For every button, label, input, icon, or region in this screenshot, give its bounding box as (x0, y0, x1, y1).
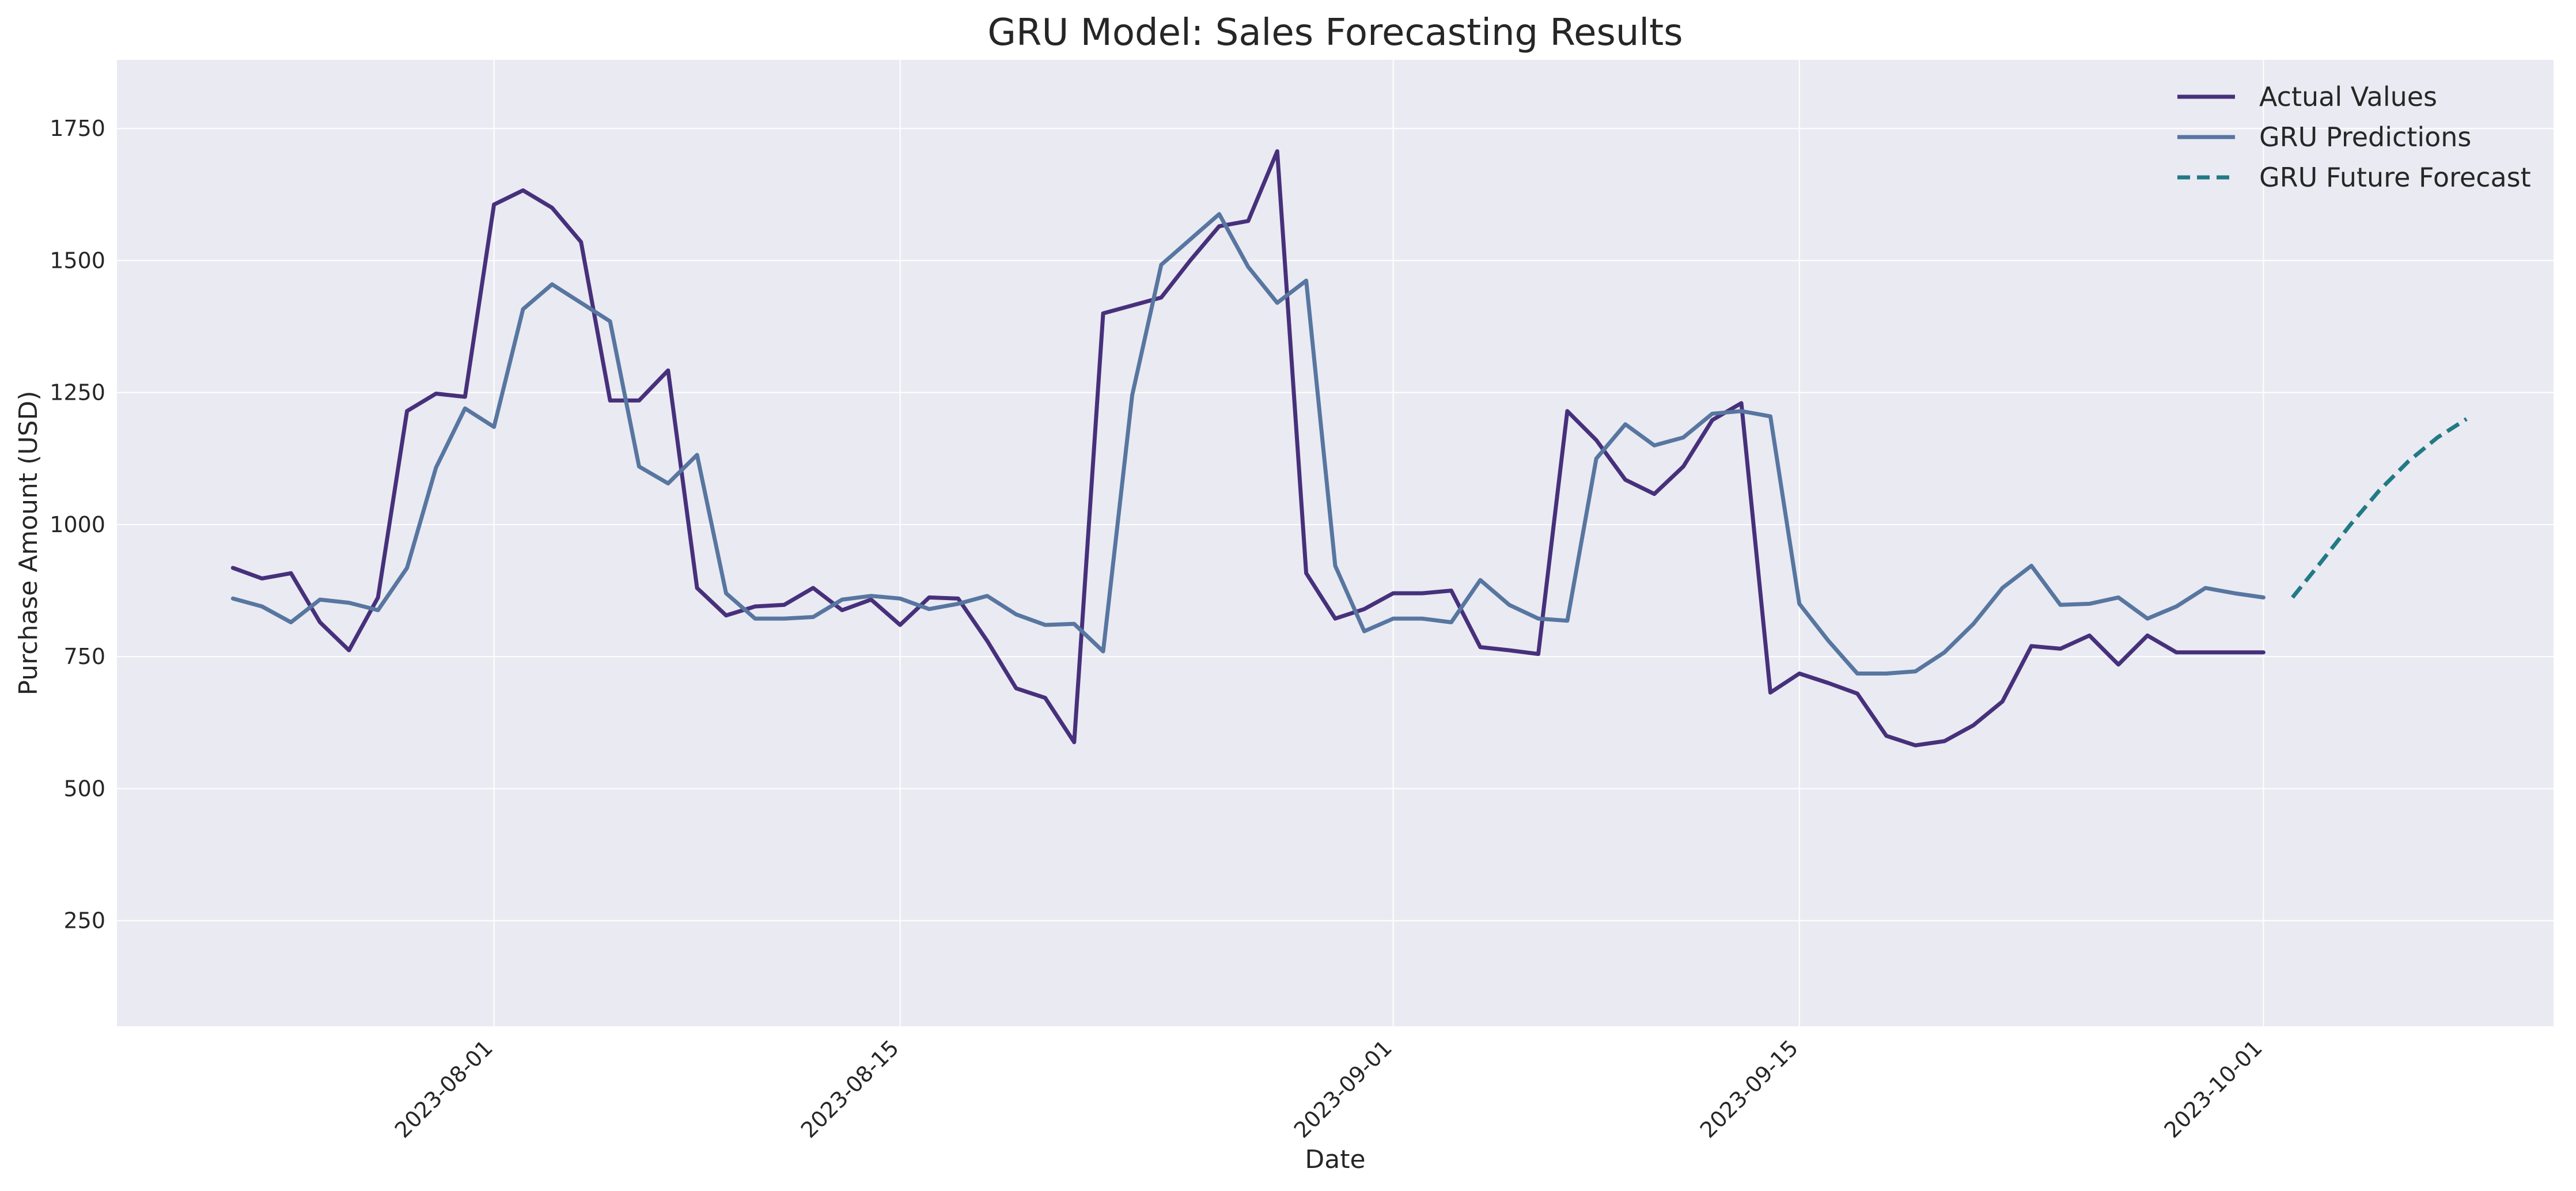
series-line-gru-predictions (230, 212, 2266, 676)
x-tick-label: 2023-08-15 (796, 1035, 904, 1143)
legend: Actual Values GRU Predictions GRU Future F… (2177, 81, 2531, 193)
y-axis-label: Purchase Amount (USD) (14, 390, 43, 695)
y-tick-label: 1500 (50, 248, 105, 273)
chart-title: GRU Model: Sales Forecasting Results (987, 12, 1683, 54)
legend-label: GRU Future Forecast (2259, 162, 2531, 193)
x-axis-label: Date (1305, 1145, 1365, 1174)
x-tick-label: 2023-08-01 (390, 1035, 498, 1143)
y-tick-label: 250 (63, 908, 105, 934)
y-tick-label: 1000 (50, 512, 105, 537)
plot-background (117, 60, 2554, 1026)
y-axis-ticks: 250 500 750 1000 1250 1500 1750 (50, 116, 105, 933)
y-tick-label: 1250 (50, 380, 105, 405)
series-layer (230, 149, 2468, 748)
legend-label: Actual Values (2259, 81, 2437, 112)
grid-lines (117, 60, 2554, 1026)
x-tick-label: 2023-09-15 (1695, 1035, 1803, 1143)
y-tick-label: 1750 (50, 116, 105, 141)
x-tick-label: 2023-10-01 (2160, 1035, 2267, 1143)
y-tick-label: 500 (63, 776, 105, 801)
series-line-gru-future-forecast (2291, 417, 2468, 599)
x-tick-label: 2023-09-01 (1289, 1035, 1397, 1143)
y-tick-label: 750 (63, 644, 105, 669)
x-axis-ticks: 2023-08-01 2023-08-15 2023-09-01 2023-09-15… (390, 1035, 2267, 1143)
series-line-actual-values (230, 149, 2266, 748)
legend-label: GRU Predictions (2259, 122, 2471, 153)
